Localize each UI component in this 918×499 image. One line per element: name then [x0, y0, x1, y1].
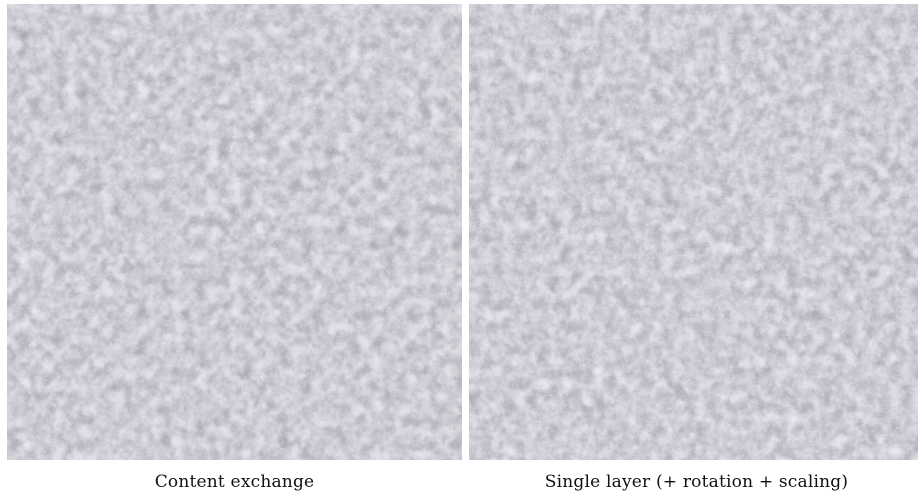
texture-panel-right	[469, 4, 918, 460]
caption-content-exchange: Content exchange	[154, 472, 315, 492]
texture-image-single-layer	[469, 4, 918, 460]
texture-svg-left	[7, 4, 462, 460]
texture-panel-left	[7, 4, 462, 460]
texture-image-content-exchange	[7, 4, 462, 460]
texture-svg-right	[469, 4, 918, 460]
caption-single-layer: Single layer (+ rotation + scaling)	[544, 472, 849, 492]
